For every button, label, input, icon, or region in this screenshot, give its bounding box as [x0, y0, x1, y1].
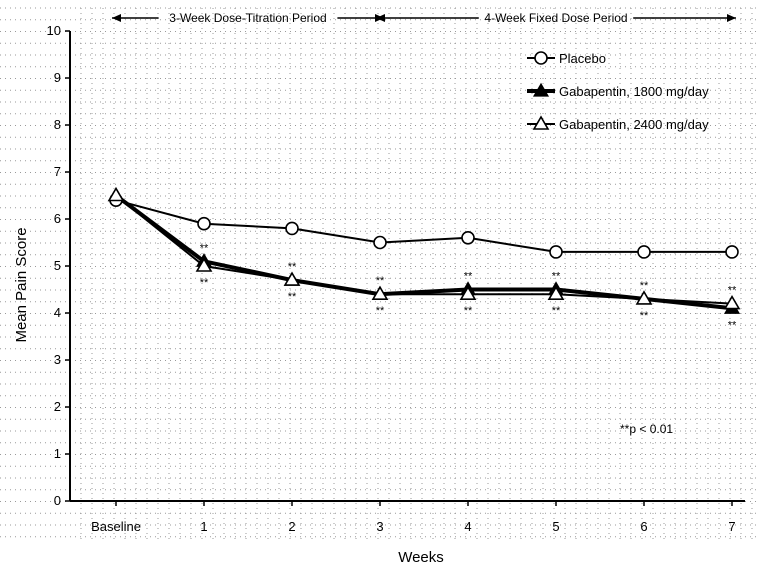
data-point — [637, 245, 651, 259]
significance-mark-above: ** — [552, 271, 561, 283]
y-tick-label: 5 — [54, 258, 61, 273]
legend-label: Gabapentin, 1800 mg/day — [559, 84, 709, 99]
y-tick-label: 10 — [47, 23, 61, 38]
period-arrow-head-left — [376, 14, 385, 22]
data-point — [461, 231, 475, 245]
significance-mark-above: ** — [288, 261, 297, 273]
significance-mark-above: ** — [640, 280, 649, 292]
x-tick-label: Baseline — [91, 519, 141, 534]
significance-mark-below: ** — [288, 291, 297, 303]
data-point — [532, 115, 550, 130]
x-axis-title: Weeks — [398, 549, 444, 566]
period-annotations: 3-Week Dose-Titration Period 4-Week Fixed… — [112, 11, 736, 25]
legend-entry: Gabapentin, 2400 mg/day — [527, 115, 709, 132]
data-point — [532, 82, 550, 97]
significance-marks: ** ** ** ** ** ** ** ** ** ** ** ** ** ** — [200, 242, 737, 331]
data-point — [283, 271, 301, 286]
series-markers-2 — [107, 186, 741, 310]
data-point — [107, 186, 125, 202]
significance-mark-above: ** — [376, 275, 385, 287]
legend-entry: Placebo — [527, 51, 606, 66]
period-arrow-head-right — [727, 14, 736, 22]
significance-mark-above: ** — [200, 242, 209, 254]
series-line — [115, 199, 732, 253]
legend: Placebo Gabapentin, 1800 mg/day Gabapentin… — [527, 51, 709, 132]
data-point — [285, 221, 299, 236]
x-tick-label: 1 — [200, 519, 207, 534]
significance-mark-below: ** — [464, 305, 473, 317]
significance-mark-below: ** — [552, 305, 561, 317]
x-tick-label: 5 — [552, 519, 559, 534]
legend-label: Gabapentin, 2400 mg/day — [559, 117, 709, 132]
grid — [0, 7, 758, 540]
x-tick-label: 4 — [464, 519, 471, 534]
data-point — [725, 245, 739, 259]
series-0 — [115, 199, 732, 253]
y-tick-label: 2 — [54, 399, 61, 414]
series-group — [107, 186, 741, 314]
x-tick-label: 6 — [640, 519, 647, 534]
x-tick-label: 3 — [376, 519, 383, 534]
significance-note: **p < 0.01 — [620, 422, 673, 436]
y-tick-label: 3 — [54, 352, 61, 367]
period-label: 4-Week Fixed Dose Period — [484, 11, 627, 25]
significance-mark-below: ** — [640, 310, 649, 322]
data-point — [549, 245, 563, 259]
y-tick-label: 1 — [54, 446, 61, 461]
y-tick-label: 4 — [54, 305, 61, 320]
data-point — [635, 290, 653, 305]
y-tick-label: 7 — [54, 164, 61, 179]
y-tick-label: 6 — [54, 211, 61, 226]
data-point — [373, 235, 387, 250]
period-label: 3-Week Dose-Titration Period — [169, 11, 326, 25]
significance-mark-above: ** — [728, 285, 737, 297]
y-tick-label: 8 — [54, 117, 61, 132]
data-point — [195, 257, 213, 272]
series-line — [115, 194, 733, 305]
x-tick-label: 2 — [288, 519, 295, 534]
y-axis-title: Mean Pain Score — [13, 227, 30, 342]
data-point — [459, 285, 477, 301]
legend-entry: Gabapentin, 1800 mg/day — [527, 82, 709, 99]
significance-mark-below: ** — [376, 305, 385, 317]
series-2 — [115, 194, 733, 305]
data-point — [197, 216, 211, 231]
significance-mark-below: ** — [200, 277, 209, 289]
axes: 0 1 2 3 4 5 6 7 8 9 10 Baseline 1 2 3 4 5 6 7 — [47, 23, 745, 534]
data-point — [547, 285, 565, 301]
y-tick-label: 9 — [54, 70, 61, 85]
legend-label: Placebo — [559, 51, 606, 66]
x-tick-label: 7 — [728, 519, 735, 534]
data-point — [723, 295, 741, 310]
y-tick-label: 0 — [54, 493, 61, 508]
significance-mark-above: ** — [464, 271, 473, 283]
data-point — [371, 285, 389, 301]
period-arrow-head-left — [112, 14, 121, 22]
significance-mark-below: ** — [728, 319, 737, 331]
data-point — [534, 51, 548, 65]
